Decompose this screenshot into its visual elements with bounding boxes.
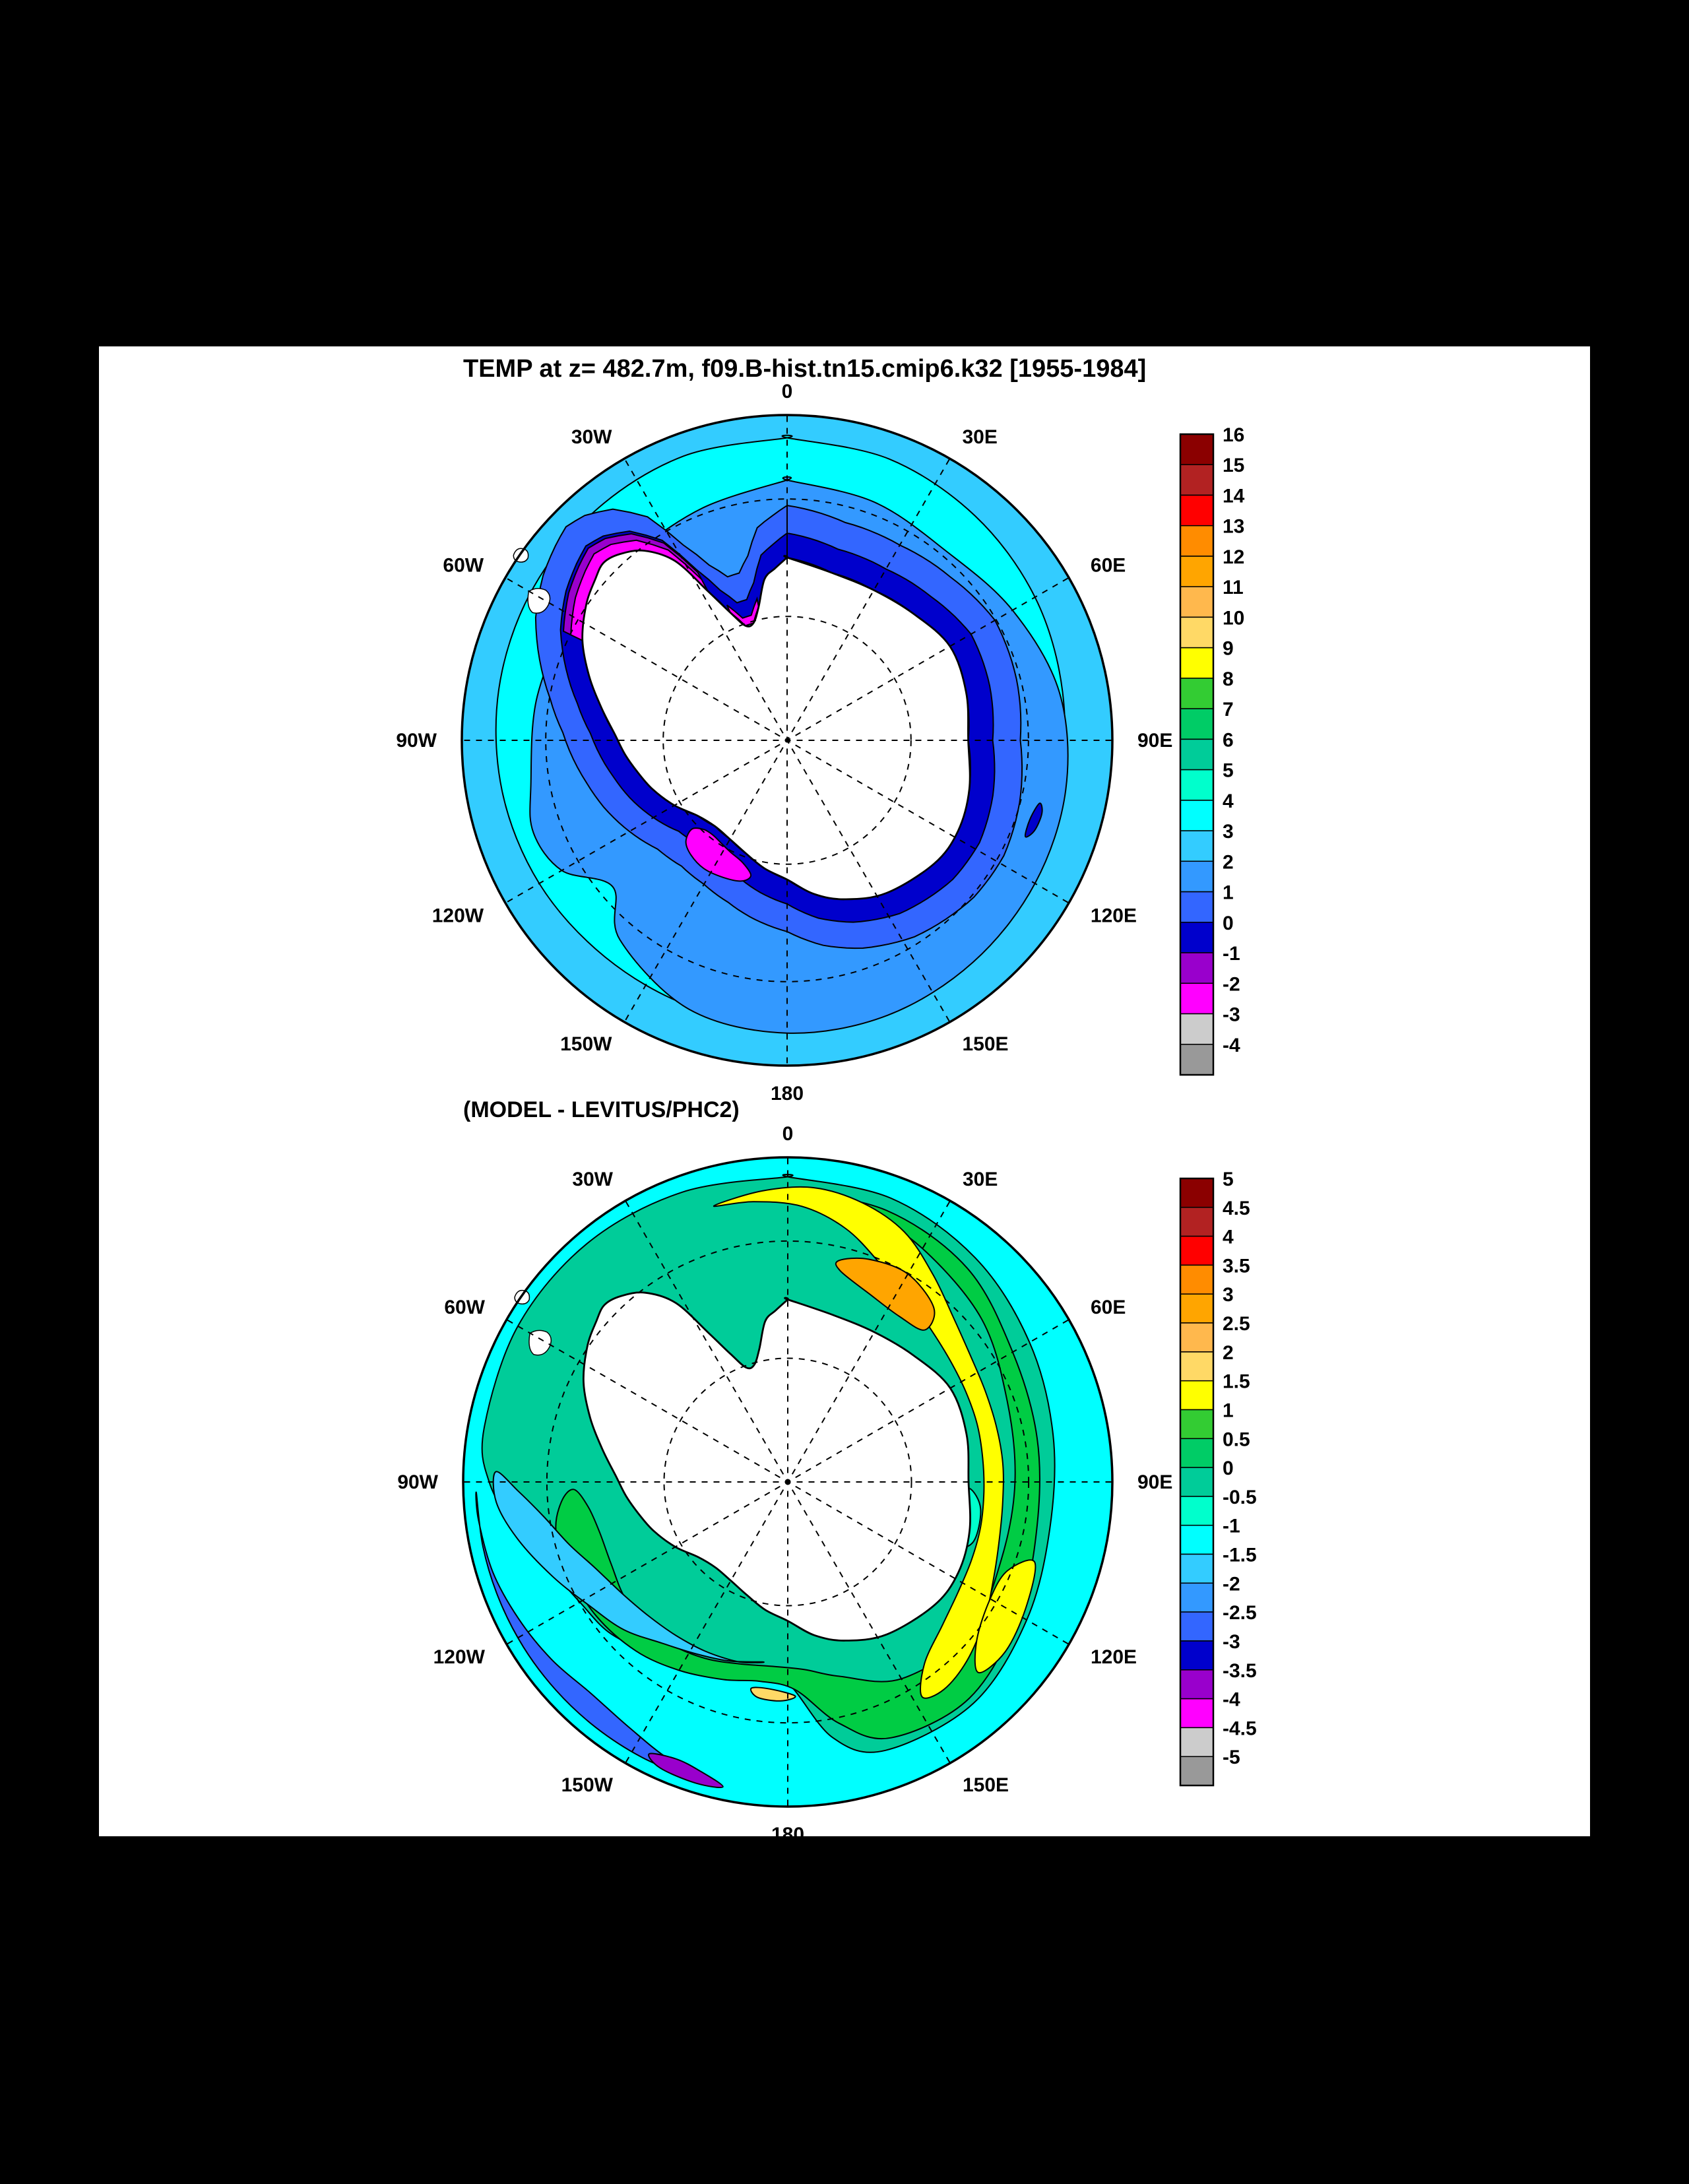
svg-text:10: 10 xyxy=(1223,607,1244,629)
svg-text:30W: 30W xyxy=(571,426,612,448)
svg-text:0: 0 xyxy=(782,1123,794,1145)
svg-text:120E: 120E xyxy=(1091,1646,1137,1668)
svg-text:0: 0 xyxy=(1223,913,1234,934)
svg-text:-1.5: -1.5 xyxy=(1223,1545,1257,1566)
svg-text:60E: 60E xyxy=(1091,555,1126,577)
svg-text:150E: 150E xyxy=(963,1033,1009,1055)
svg-text:5: 5 xyxy=(1223,760,1234,782)
svg-text:60W: 60W xyxy=(444,1297,485,1318)
svg-text:4.5: 4.5 xyxy=(1223,1198,1250,1219)
svg-text:1: 1 xyxy=(1223,882,1234,904)
svg-text:3: 3 xyxy=(1223,821,1234,843)
svg-text:-3: -3 xyxy=(1223,1004,1240,1026)
svg-text:90W: 90W xyxy=(397,1471,438,1493)
svg-text:12: 12 xyxy=(1223,546,1244,568)
svg-text:5: 5 xyxy=(1223,1169,1234,1190)
svg-text:60E: 60E xyxy=(1091,1297,1126,1318)
svg-text:0: 0 xyxy=(1223,1458,1234,1479)
svg-text:-4: -4 xyxy=(1223,1689,1240,1711)
svg-text:150W: 150W xyxy=(561,1774,614,1796)
svg-text:-0.5: -0.5 xyxy=(1223,1487,1257,1508)
svg-text:-1: -1 xyxy=(1223,1516,1240,1537)
svg-text:9: 9 xyxy=(1223,638,1234,660)
svg-text:90E: 90E xyxy=(1137,1471,1172,1493)
svg-text:15: 15 xyxy=(1223,455,1244,476)
svg-text:120W: 120W xyxy=(433,1646,486,1668)
svg-text:1: 1 xyxy=(1223,1400,1234,1422)
svg-text:-3.5: -3.5 xyxy=(1223,1660,1257,1682)
svg-text:-2: -2 xyxy=(1223,973,1240,995)
svg-text:-4: -4 xyxy=(1223,1035,1240,1056)
svg-text:-4.5: -4.5 xyxy=(1223,1718,1257,1739)
svg-text:-5: -5 xyxy=(1223,1747,1240,1768)
svg-text:90E: 90E xyxy=(1137,730,1172,752)
svg-text:180: 180 xyxy=(771,1824,804,1836)
svg-text:0.5: 0.5 xyxy=(1223,1429,1250,1450)
svg-text:7: 7 xyxy=(1223,699,1234,721)
svg-text:16: 16 xyxy=(1223,424,1244,446)
svg-text:-3: -3 xyxy=(1223,1631,1240,1653)
svg-text:30E: 30E xyxy=(963,1169,998,1190)
svg-text:-1: -1 xyxy=(1223,943,1240,965)
svg-text:0: 0 xyxy=(782,381,793,402)
svg-text:1.5: 1.5 xyxy=(1223,1371,1250,1393)
svg-text:60W: 60W xyxy=(443,555,484,577)
svg-text:150E: 150E xyxy=(963,1774,1009,1796)
svg-text:4: 4 xyxy=(1223,1227,1234,1248)
svg-text:150W: 150W xyxy=(560,1033,612,1055)
svg-text:120E: 120E xyxy=(1091,905,1137,927)
svg-text:30E: 30E xyxy=(963,426,998,448)
svg-text:6: 6 xyxy=(1223,729,1234,751)
svg-text:-2.5: -2.5 xyxy=(1223,1602,1257,1624)
svg-text:8: 8 xyxy=(1223,668,1234,690)
svg-text:30W: 30W xyxy=(572,1169,613,1190)
svg-text:2: 2 xyxy=(1223,851,1234,873)
svg-text:13: 13 xyxy=(1223,516,1244,538)
svg-text:3: 3 xyxy=(1223,1284,1234,1306)
svg-text:14: 14 xyxy=(1223,486,1245,507)
svg-text:3.5: 3.5 xyxy=(1223,1255,1250,1277)
svg-text:2.5: 2.5 xyxy=(1223,1313,1250,1335)
svg-text:2: 2 xyxy=(1223,1342,1234,1364)
svg-text:11: 11 xyxy=(1223,577,1244,598)
svg-text:120W: 120W xyxy=(432,905,484,927)
svg-text:90W: 90W xyxy=(396,730,437,752)
svg-text:4: 4 xyxy=(1223,790,1234,812)
svg-text:180: 180 xyxy=(771,1083,804,1105)
svg-text:-2: -2 xyxy=(1223,1573,1240,1595)
